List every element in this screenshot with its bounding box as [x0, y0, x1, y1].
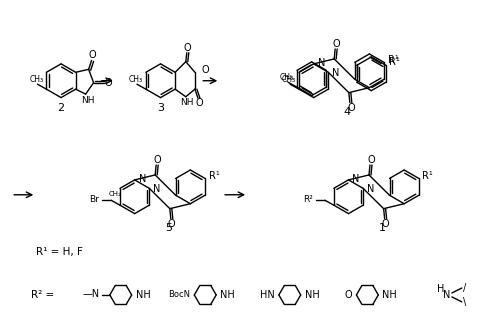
Text: N: N — [367, 184, 374, 194]
Text: N: N — [332, 68, 340, 78]
Text: 3: 3 — [157, 103, 164, 114]
Text: NH: NH — [382, 290, 397, 300]
Text: CH₃: CH₃ — [29, 75, 43, 84]
Text: NH: NH — [180, 98, 194, 107]
Text: 2: 2 — [57, 103, 65, 114]
Text: R²: R² — [303, 195, 313, 204]
Text: \: \ — [463, 297, 466, 307]
Text: CH₃: CH₃ — [129, 75, 143, 84]
Text: 1: 1 — [379, 223, 386, 234]
Text: /: / — [463, 283, 466, 293]
Text: O: O — [184, 43, 192, 53]
Text: R¹ = H, F: R¹ = H, F — [36, 247, 83, 257]
Text: R¹: R¹ — [388, 55, 398, 66]
Text: O: O — [89, 50, 96, 60]
Text: NH: NH — [220, 290, 235, 300]
Text: O: O — [347, 102, 355, 113]
Text: Br: Br — [89, 195, 99, 204]
Text: O: O — [367, 155, 375, 165]
Text: O: O — [153, 155, 161, 165]
Text: CH₃: CH₃ — [280, 73, 294, 82]
Text: O: O — [345, 290, 352, 300]
Text: N: N — [443, 290, 451, 300]
Text: O: O — [332, 39, 340, 49]
Text: H: H — [437, 284, 445, 294]
Text: —N: —N — [83, 289, 100, 299]
Text: O: O — [168, 218, 175, 228]
Text: O: O — [105, 78, 112, 88]
Text: BocN: BocN — [168, 290, 191, 299]
Text: CH₃: CH₃ — [282, 75, 296, 84]
Text: NH: NH — [81, 95, 94, 104]
Text: R¹: R¹ — [422, 171, 433, 181]
Text: CH₂: CH₂ — [109, 191, 122, 197]
Text: O: O — [202, 65, 210, 75]
Text: N: N — [352, 174, 360, 184]
Text: NH: NH — [136, 290, 150, 300]
Text: N: N — [318, 58, 325, 68]
Text: N: N — [139, 174, 146, 184]
Text: O: O — [382, 218, 390, 228]
Text: O: O — [195, 98, 203, 108]
Text: NH: NH — [305, 290, 320, 300]
Text: 5: 5 — [165, 223, 172, 234]
Text: R¹: R¹ — [209, 171, 219, 181]
Text: HN: HN — [260, 290, 275, 300]
Text: N: N — [153, 184, 161, 194]
Text: R¹: R¹ — [389, 57, 399, 68]
Text: R² =: R² = — [31, 290, 54, 300]
Text: 4: 4 — [344, 108, 351, 118]
